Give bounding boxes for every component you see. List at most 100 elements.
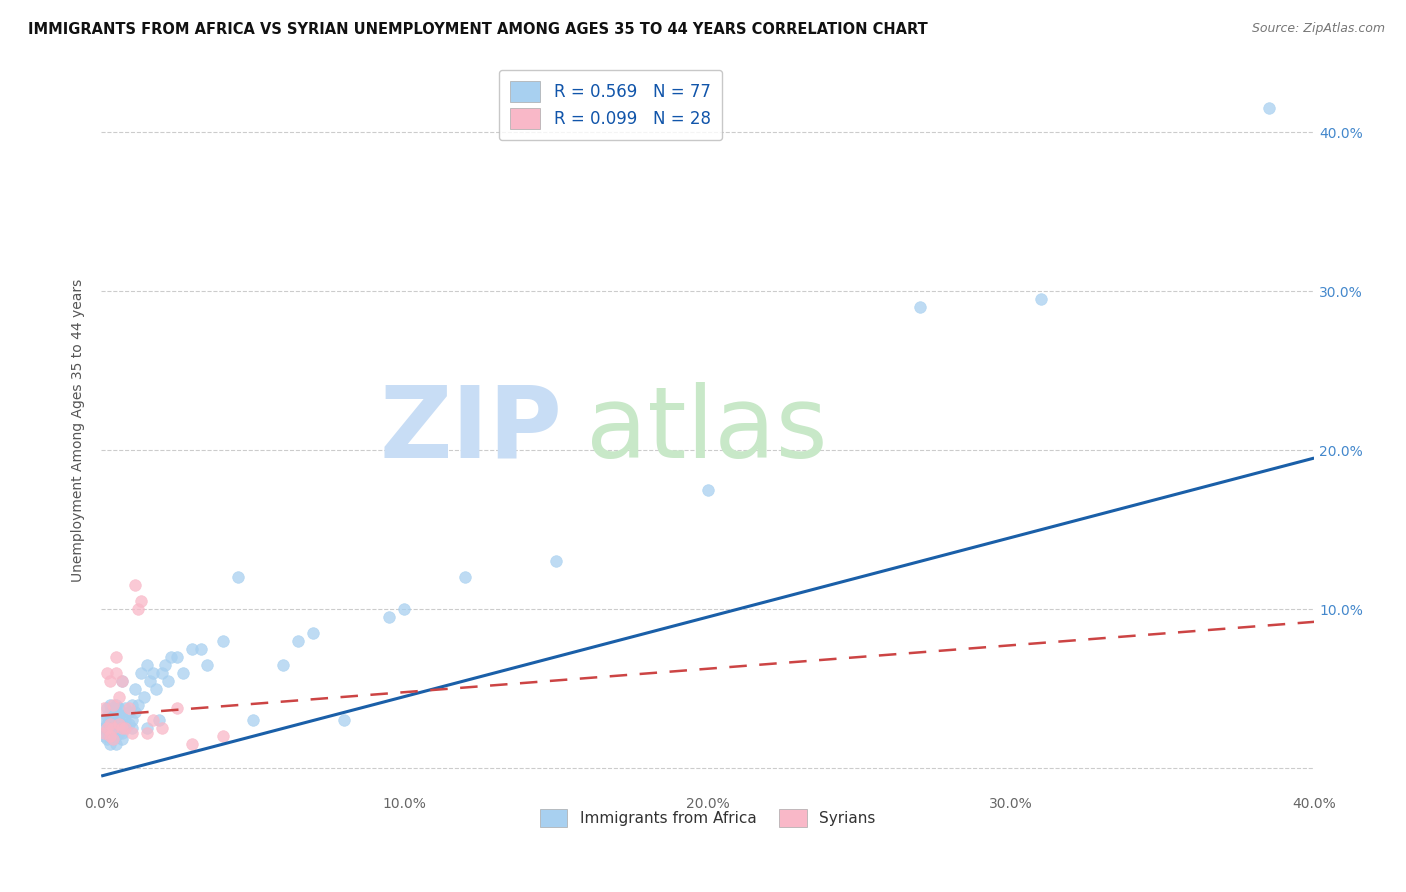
Text: IMMIGRANTS FROM AFRICA VS SYRIAN UNEMPLOYMENT AMONG AGES 35 TO 44 YEARS CORRELAT: IMMIGRANTS FROM AFRICA VS SYRIAN UNEMPLO… bbox=[28, 22, 928, 37]
Point bbox=[105, 698, 128, 712]
Point bbox=[127, 602, 149, 616]
Point bbox=[172, 665, 194, 680]
Point bbox=[908, 300, 931, 314]
Point bbox=[103, 726, 125, 740]
Point bbox=[121, 698, 143, 712]
Point bbox=[93, 729, 115, 743]
Point bbox=[181, 641, 204, 656]
Point bbox=[226, 570, 249, 584]
Point bbox=[111, 673, 134, 688]
Point bbox=[394, 602, 416, 616]
Point bbox=[190, 641, 212, 656]
Point bbox=[127, 698, 149, 712]
Point bbox=[160, 649, 183, 664]
Point bbox=[378, 610, 401, 624]
Point bbox=[153, 657, 176, 672]
Point bbox=[454, 570, 477, 584]
Point bbox=[108, 708, 131, 723]
Point bbox=[105, 729, 128, 743]
Point bbox=[103, 722, 125, 736]
Legend: Immigrants from Africa, Syrians: Immigrants from Africa, Syrians bbox=[533, 801, 883, 835]
Point bbox=[1031, 292, 1053, 306]
Point bbox=[124, 681, 146, 696]
Point bbox=[108, 726, 131, 740]
Point bbox=[98, 737, 121, 751]
Point bbox=[117, 700, 139, 714]
Point bbox=[124, 706, 146, 720]
Point bbox=[108, 716, 131, 731]
Point bbox=[302, 626, 325, 640]
Point bbox=[166, 649, 188, 664]
Point bbox=[96, 716, 118, 731]
Point bbox=[211, 634, 233, 648]
Point bbox=[98, 698, 121, 712]
Point bbox=[93, 714, 115, 728]
Point bbox=[96, 726, 118, 740]
Point bbox=[150, 722, 173, 736]
Point bbox=[211, 729, 233, 743]
Point bbox=[105, 649, 128, 664]
Point bbox=[98, 729, 121, 743]
Point bbox=[96, 722, 118, 736]
Point bbox=[148, 714, 170, 728]
Point bbox=[1257, 101, 1279, 115]
Point bbox=[142, 665, 165, 680]
Text: Source: ZipAtlas.com: Source: ZipAtlas.com bbox=[1251, 22, 1385, 36]
Point bbox=[93, 722, 115, 736]
Point bbox=[156, 673, 179, 688]
Point bbox=[111, 673, 134, 688]
Point bbox=[108, 716, 131, 731]
Point bbox=[96, 665, 118, 680]
Point bbox=[117, 706, 139, 720]
Point bbox=[93, 700, 115, 714]
Point bbox=[121, 722, 143, 736]
Point bbox=[135, 657, 157, 672]
Point bbox=[111, 722, 134, 736]
Point bbox=[103, 698, 125, 712]
Point bbox=[98, 673, 121, 688]
Point bbox=[135, 722, 157, 736]
Point bbox=[111, 732, 134, 747]
Point bbox=[98, 729, 121, 743]
Point bbox=[105, 722, 128, 736]
Point bbox=[138, 673, 160, 688]
Point bbox=[105, 714, 128, 728]
Point bbox=[98, 722, 121, 736]
Point bbox=[181, 737, 204, 751]
Point bbox=[98, 716, 121, 731]
Point bbox=[129, 665, 152, 680]
Point bbox=[271, 657, 294, 672]
Point bbox=[105, 665, 128, 680]
Point bbox=[129, 594, 152, 608]
Point bbox=[108, 690, 131, 704]
Point bbox=[124, 578, 146, 592]
Point bbox=[98, 706, 121, 720]
Point bbox=[544, 554, 567, 568]
Point bbox=[103, 732, 125, 747]
Point bbox=[333, 714, 356, 728]
Point bbox=[150, 665, 173, 680]
Point bbox=[96, 732, 118, 747]
Point bbox=[121, 714, 143, 728]
Point bbox=[135, 726, 157, 740]
Point bbox=[287, 634, 309, 648]
Point bbox=[696, 483, 718, 497]
Y-axis label: Unemployment Among Ages 35 to 44 years: Unemployment Among Ages 35 to 44 years bbox=[72, 278, 86, 582]
Point bbox=[111, 716, 134, 731]
Point bbox=[195, 657, 218, 672]
Point bbox=[114, 700, 136, 714]
Point bbox=[114, 722, 136, 736]
Point bbox=[117, 716, 139, 731]
Point bbox=[98, 714, 121, 728]
Point bbox=[96, 708, 118, 723]
Point bbox=[103, 700, 125, 714]
Point bbox=[142, 714, 165, 728]
Point bbox=[166, 700, 188, 714]
Point bbox=[105, 706, 128, 720]
Point bbox=[108, 700, 131, 714]
Point bbox=[103, 716, 125, 731]
Point bbox=[132, 690, 155, 704]
Text: atlas: atlas bbox=[586, 382, 828, 479]
Point bbox=[111, 726, 134, 740]
Point bbox=[111, 708, 134, 723]
